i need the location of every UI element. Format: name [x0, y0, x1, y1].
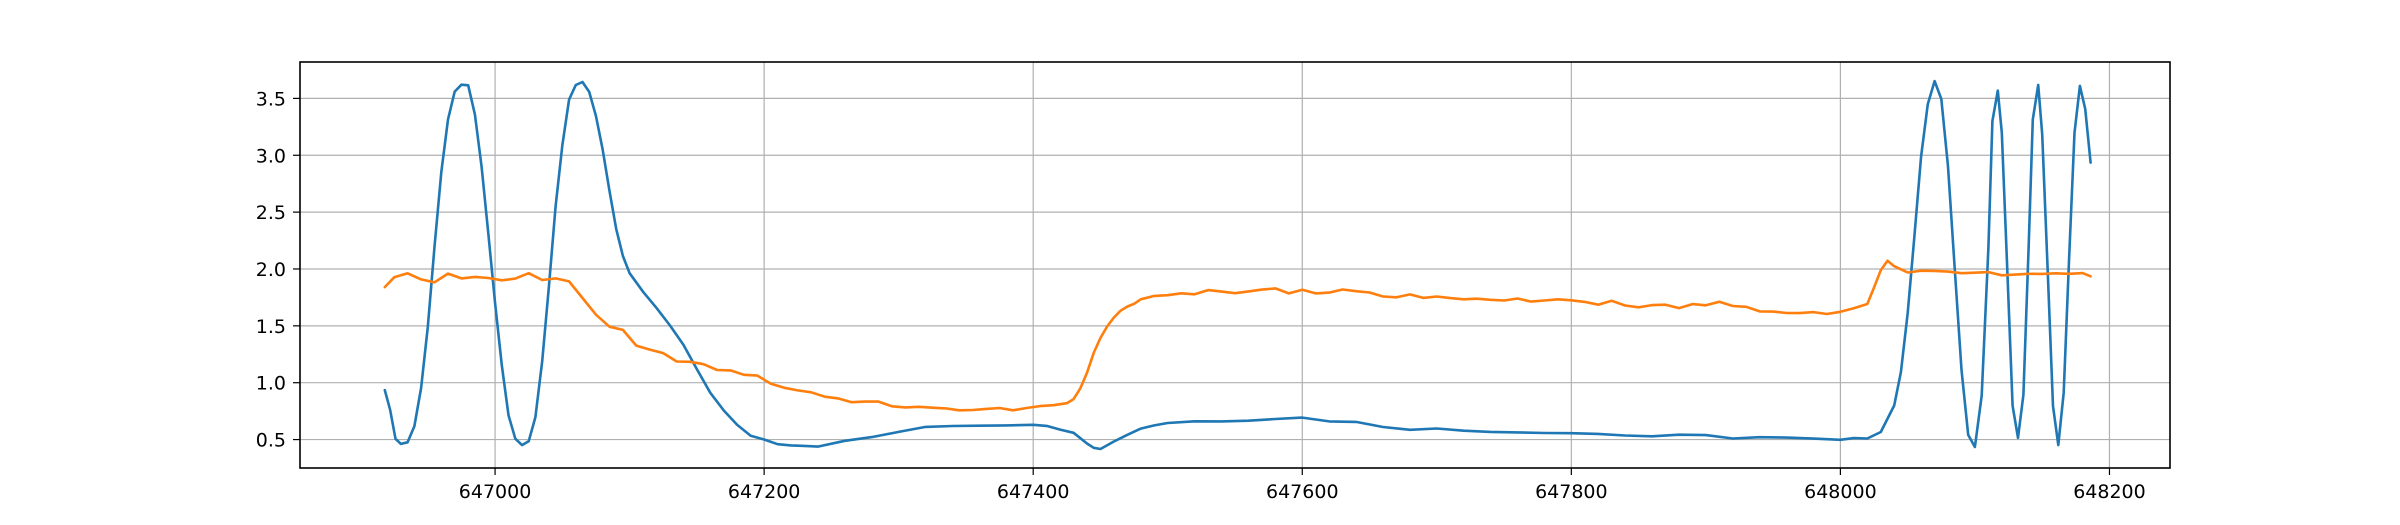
ticks: 647000 647200 647400 647600 647800 648000 6482…: [256, 88, 2146, 503]
y-tick-label: 3.0: [256, 145, 286, 167]
x-tick-label: 648000: [1804, 481, 1877, 503]
y-tick-label: 2.0: [256, 259, 286, 281]
x-tick-label: 647600: [1266, 481, 1339, 503]
series-line-1: [383, 79, 2092, 451]
y-tick-label: 3.5: [256, 88, 286, 110]
x-tick-label: 647200: [728, 481, 801, 503]
series-line-2: [383, 259, 2092, 412]
y-tick-label: 2.5: [256, 202, 286, 224]
x-tick-label: 647000: [459, 481, 532, 503]
axes-frame: [299, 61, 2171, 469]
x-tick-label: 647800: [1535, 481, 1608, 503]
y-tick-label: 1.5: [256, 316, 286, 338]
series-group: [383, 79, 2092, 451]
y-tick-label: 0.5: [256, 430, 286, 452]
y-tick-label: 1.0: [256, 373, 286, 395]
x-tick-label: 647400: [997, 481, 1070, 503]
x-tick-label: 648200: [2073, 481, 2146, 503]
grid: [300, 62, 2170, 468]
